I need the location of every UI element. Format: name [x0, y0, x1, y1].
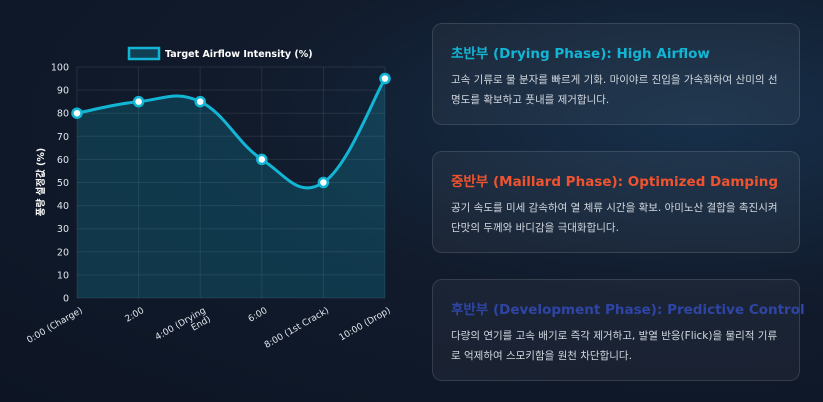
x-tick-label: 6:00 — [247, 306, 270, 325]
y-tick-label: 50 — [57, 178, 69, 189]
phase-body-drying: 고속 기류로 물 분자를 빠르게 기화. 마이야르 진입을 가속화하여 산미의 … — [451, 74, 778, 106]
y-tick-label: 10 — [57, 270, 69, 281]
series-area-fill — [77, 78, 385, 298]
x-tick-label: 4:00 (DryingEnd) — [154, 306, 213, 352]
y-tick-label: 20 — [57, 247, 69, 258]
legend-swatch — [127, 46, 161, 61]
y-tick-label: 80 — [57, 109, 69, 120]
y-tick-label: 30 — [57, 224, 69, 235]
y-tick-label: 70 — [57, 132, 69, 143]
phase-card-maillard: 중반부 (Maillard Phase): Optimized Damping … — [432, 151, 800, 253]
phase-title-maillard: 중반부 (Maillard Phase): Optimized Damping — [451, 174, 779, 190]
y-tick-label: 40 — [57, 201, 69, 212]
legend-label: Target Airflow Intensity (%) — [165, 49, 313, 60]
y-tick-label: 60 — [57, 155, 69, 166]
legend[interactable]: Target Airflow Intensity (%) — [127, 46, 313, 61]
y-tick-label: 0 — [63, 294, 69, 305]
data-point[interactable] — [379, 72, 391, 85]
airflow-chart: 0 10 20 30 40 50 60 70 80 90 100 0:00 (Charge) 2:00… — [25, 46, 393, 352]
data-point[interactable] — [71, 107, 83, 119]
phase-card-development: 후반부 (Development Phase): Predictive Cont… — [432, 279, 805, 381]
y-tick-label: 100 — [51, 63, 69, 74]
data-point[interactable] — [256, 153, 268, 166]
y-tick-label: 90 — [57, 86, 69, 97]
y-axis-label: 풍량 설정값 (%) — [35, 148, 47, 217]
x-tick-label: 8:00 (1st Crack) — [263, 306, 331, 351]
phase-title-drying: 초반부 (Drying Phase): High Airflow — [451, 46, 710, 62]
phase-body-development: 다량의 연기를 고속 배기로 즉각 제거하고, 발열 반응(Flick)을 물리… — [451, 330, 778, 362]
data-point[interactable] — [317, 176, 330, 189]
phase-title-development: 후반부 (Development Phase): Predictive Cont… — [451, 302, 805, 318]
x-tick-label: 0:00 (Charge) — [25, 306, 84, 346]
data-point[interactable] — [132, 95, 145, 108]
chart-grid — [76, 66, 386, 299]
data-point[interactable] — [194, 95, 206, 108]
phase-card-drying: 초반부 (Drying Phase): High Airflow 고속 기류로 … — [432, 23, 800, 125]
x-tick-label: 2:00 — [124, 306, 147, 325]
phase-body-maillard: 공기 속도를 미세 감속하여 열 체류 시간을 확보. 아미노산 결합을 촉진시… — [451, 202, 778, 234]
x-tick-label: 10:00 (Drop) — [338, 306, 393, 343]
